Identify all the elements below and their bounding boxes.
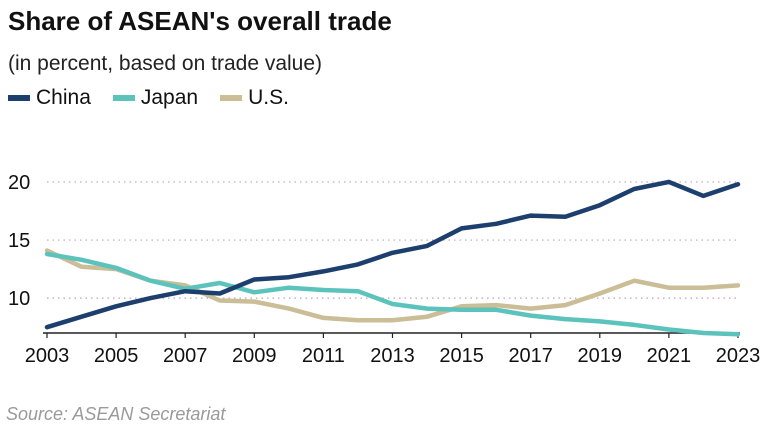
x-tick-label: 2023 bbox=[716, 345, 761, 367]
series-line-japan bbox=[44, 251, 741, 337]
x-tick-label: 2007 bbox=[163, 345, 208, 367]
legend-label-japan: Japan bbox=[140, 86, 199, 109]
source-note: Source: ASEAN Secretariat bbox=[6, 404, 226, 424]
legend-swatch-china bbox=[8, 95, 30, 101]
legend-label-us: U.S. bbox=[248, 86, 289, 109]
x-tick-label: 2019 bbox=[578, 345, 623, 367]
chart-title: Share of ASEAN's overall trade bbox=[8, 6, 392, 36]
legend-item-japan: Japan bbox=[112, 86, 199, 110]
legend-item-china: China bbox=[8, 86, 91, 110]
x-tick-label: 2005 bbox=[94, 345, 139, 367]
x-tick-label: 2021 bbox=[647, 345, 692, 367]
x-tick-label: 2017 bbox=[508, 345, 553, 367]
legend-swatch-us bbox=[220, 95, 243, 101]
legend-item-us: U.S. bbox=[220, 86, 289, 110]
legend-label-china: China bbox=[36, 86, 91, 109]
x-tick-label: 2003 bbox=[25, 345, 70, 367]
x-tick-label: 2013 bbox=[370, 345, 415, 367]
chart-subtitle: (in percent, based on trade value) bbox=[8, 52, 323, 75]
x-tick-label: 2009 bbox=[232, 345, 277, 367]
x-tick-label: 2015 bbox=[439, 345, 484, 367]
chart-legend: China Japan U.S. bbox=[8, 86, 311, 110]
y-tick-label: 20 bbox=[8, 172, 30, 194]
y-tick-label: 15 bbox=[8, 230, 30, 252]
series-line-china bbox=[44, 179, 741, 330]
legend-swatch-japan bbox=[112, 95, 135, 101]
series-line-us bbox=[44, 248, 741, 323]
x-tick-label: 2011 bbox=[302, 345, 345, 367]
y-tick-label: 10 bbox=[8, 288, 30, 310]
